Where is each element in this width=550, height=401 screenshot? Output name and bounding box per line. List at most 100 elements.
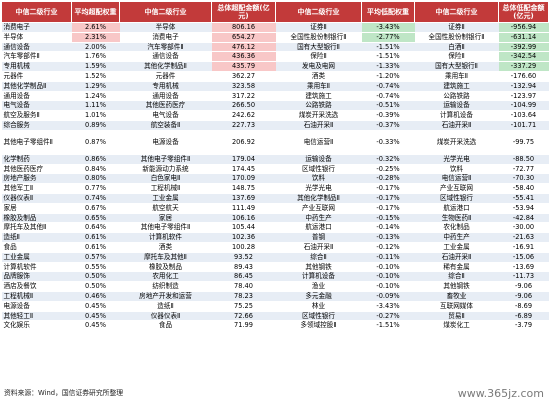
table-cell: -1.33% [361, 61, 415, 72]
table-cell: 证券Ⅱ [275, 22, 362, 33]
table-cell: -3.43% [361, 22, 415, 33]
table-cell: -1.51% [361, 51, 415, 63]
table-cell: 0.65% [71, 213, 120, 224]
table-cell: 多领域控股Ⅱ [275, 320, 362, 332]
table-row: 电源设备 0.45% 造纸Ⅱ 75.25 林业 -3.43% 互联网媒体 -8.69 [1, 301, 549, 312]
table-cell: 78.23 [211, 291, 276, 302]
table-cell: 其他电子零组件Ⅱ [1, 130, 72, 155]
table-row: 工业金属 0.57% 摩托车及其他Ⅱ 93.52 综合Ⅱ -0.11% 石油开采Ⅱ -15.0… [1, 252, 549, 263]
table-cell: 89.43 [211, 262, 276, 273]
table-cell: -176.60 [498, 71, 549, 82]
table-cell: 保险Ⅱ [275, 51, 362, 63]
table-cell: -0.27% [361, 311, 415, 322]
table-cell: 654.27 [211, 32, 276, 43]
table-cell: 半导体 [1, 32, 72, 43]
table-cell: 航运港口 [275, 222, 362, 234]
table-row: 计算机软件 0.55% 橡胶及制品 89.43 其他钢铁 -0.10% 稀有金属 -13.69 [1, 262, 549, 273]
table-cell: -0.51% [361, 100, 415, 112]
col-header: 总体超配金额(亿元) [211, 1, 276, 23]
table-cell: 房地产服务 [1, 173, 72, 185]
table-cell: 摩托车及其他Ⅱ [1, 222, 72, 234]
table-cell: -0.25% [361, 164, 415, 175]
table-cell: 0.45% [71, 301, 120, 312]
table-cell: -8.69 [498, 301, 549, 312]
table-cell: 电气设备 [119, 110, 212, 121]
table-body: 消费电子 2.61% 半导体 806.16 证券Ⅱ -3.43% 证券Ⅱ -956.94 半导体… [1, 22, 549, 332]
table-cell: 计算机软件 [119, 232, 212, 243]
table-cell: -956.94 [498, 22, 549, 33]
table-cell: -0.14% [361, 222, 415, 234]
table-cell: 其他医药医疗 [1, 164, 72, 175]
table-cell: 消费电子 [119, 32, 212, 43]
table-cell: 206.92 [211, 130, 276, 155]
table-cell: 石油开采Ⅱ [275, 120, 362, 131]
table-cell: 饮料 [275, 173, 362, 185]
table-row: 专用机械 1.59% 其他化学制品Ⅱ 435.79 发电及电网 -1.33% 国有大型银行Ⅱ… [1, 61, 549, 72]
table-cell: 航运港口 [414, 203, 499, 214]
table-row: 综合服务 0.89% 航空装备Ⅱ 227.73 石油开采Ⅱ -0.37% 石油开采Ⅱ -101… [1, 120, 549, 131]
table-cell: -1.51% [361, 42, 415, 53]
table-cell: 保险Ⅱ [414, 51, 499, 63]
table-cell: 石油开采Ⅱ [414, 120, 499, 131]
table-cell: -103.64 [498, 110, 549, 121]
table-cell: 元器件 [1, 71, 72, 82]
col-header: 中信二级行业 [414, 1, 499, 23]
col-header: 中信二级行业 [119, 1, 212, 23]
table-row: 通信设备 2.00% 汽车零部件Ⅱ 476.12 国有大型银行Ⅱ -1.51% 白酒Ⅱ -39… [1, 42, 549, 53]
table-cell: -0.17% [361, 203, 415, 214]
table-row: 半导体 2.31% 消费电子 654.27 全国性股份制银行Ⅱ -2.77% 全国性股份制银… [1, 32, 549, 43]
table-cell: 工业金属 [1, 252, 72, 263]
table-cell: 生物医药Ⅱ [414, 213, 499, 224]
table-cell: 0.89% [71, 120, 120, 131]
table-cell: 其他钢铁 [414, 281, 499, 292]
table-cell: 1.24% [71, 91, 120, 102]
table-cell: 乘用车Ⅱ [414, 71, 499, 82]
table-cell: 0.67% [71, 203, 120, 214]
table-cell: -0.74% [361, 81, 415, 92]
table-cell: 170.09 [211, 173, 276, 185]
table-row: 电气设备 1.11% 其他医药医疗 266.50 公路铁路 -0.51% 运输设备 -104.… [1, 100, 549, 112]
table-cell: 通用设备 [1, 91, 72, 102]
table-cell: 摩托车及其他Ⅱ [119, 252, 212, 263]
table-cell: 通信设备 [119, 51, 212, 63]
table-cell: 105.44 [211, 222, 276, 234]
table-cell: -104.99 [498, 100, 549, 112]
table-cell: 其他轻工Ⅱ [1, 311, 72, 322]
table-row: 其他轻工Ⅱ 0.45% 仪器仪表Ⅱ 72.66 区域性银行 -0.27% 贸易Ⅱ -6.89 [1, 311, 549, 322]
table-cell: 323.58 [211, 81, 276, 92]
table-cell: 运输设备 [414, 100, 499, 112]
table-row: 仪器仪表Ⅱ 0.74% 工业金属 137.69 其他化学制品Ⅱ -0.17% 区域性银行 -5… [1, 193, 549, 204]
table-row: 家居 0.67% 航空航天 111.49 产业互联网 -0.17% 航运港口 -53.94 [1, 203, 549, 214]
table-row: 元器件 1.52% 元器件 362.27 酒类 -1.20% 乘用车Ⅱ -176.60 [1, 71, 549, 82]
table-row: 化学制药 0.86% 其他电子零组件Ⅱ 179.04 运输设备 -0.32% 光学光电 -88… [1, 154, 549, 165]
table-cell: 227.73 [211, 120, 276, 131]
table-row: 工程机械Ⅱ 0.46% 房地产开发和运营 78.23 多元金融 -0.09% 畜牧业 -9.0… [1, 291, 549, 302]
table-cell: 稀有金属 [414, 262, 499, 273]
table-cell: 78.40 [211, 281, 276, 292]
table-cell: -6.89 [498, 311, 549, 322]
table-cell: 72.66 [211, 311, 276, 322]
table-cell: 公路铁路 [275, 100, 362, 112]
table-cell: 家居 [1, 203, 72, 214]
table-cell: 综合服务 [1, 120, 72, 131]
table-cell: 专用机械 [1, 61, 72, 72]
table-cell: -0.37% [361, 120, 415, 131]
table-cell: -55.41 [498, 193, 549, 204]
table-cell: 工业金属 [414, 242, 499, 253]
table-cell: 0.87% [71, 130, 120, 155]
table-cell: 汽车零部件Ⅱ [1, 51, 72, 63]
table-cell: 酒类 [275, 71, 362, 82]
table-cell: -53.94 [498, 203, 549, 214]
table-cell: -0.17% [361, 183, 415, 194]
table-cell: 0.45% [71, 311, 120, 322]
table-cell: 酒店及餐饮 [1, 281, 72, 292]
table-cell: 111.49 [211, 203, 276, 214]
table-cell: 计算机设备 [275, 271, 362, 283]
table-cell: 国有大型银行Ⅱ [275, 42, 362, 53]
col-header: 平均超配权重 [71, 1, 120, 23]
table-cell: 2.00% [71, 42, 120, 53]
table-row: 航空及服务Ⅱ 1.01% 电气设备 242.62 煤炭开采洗选 -0.39% 计算机设备 -1… [1, 110, 549, 121]
header-row: 中信二级行业 平均超配权重 中信二级行业 总体超配金额(亿元) 中信二级行业 平… [1, 1, 549, 23]
table-cell: 其他钢铁 [275, 262, 362, 273]
table-cell: -342.54 [498, 51, 549, 63]
